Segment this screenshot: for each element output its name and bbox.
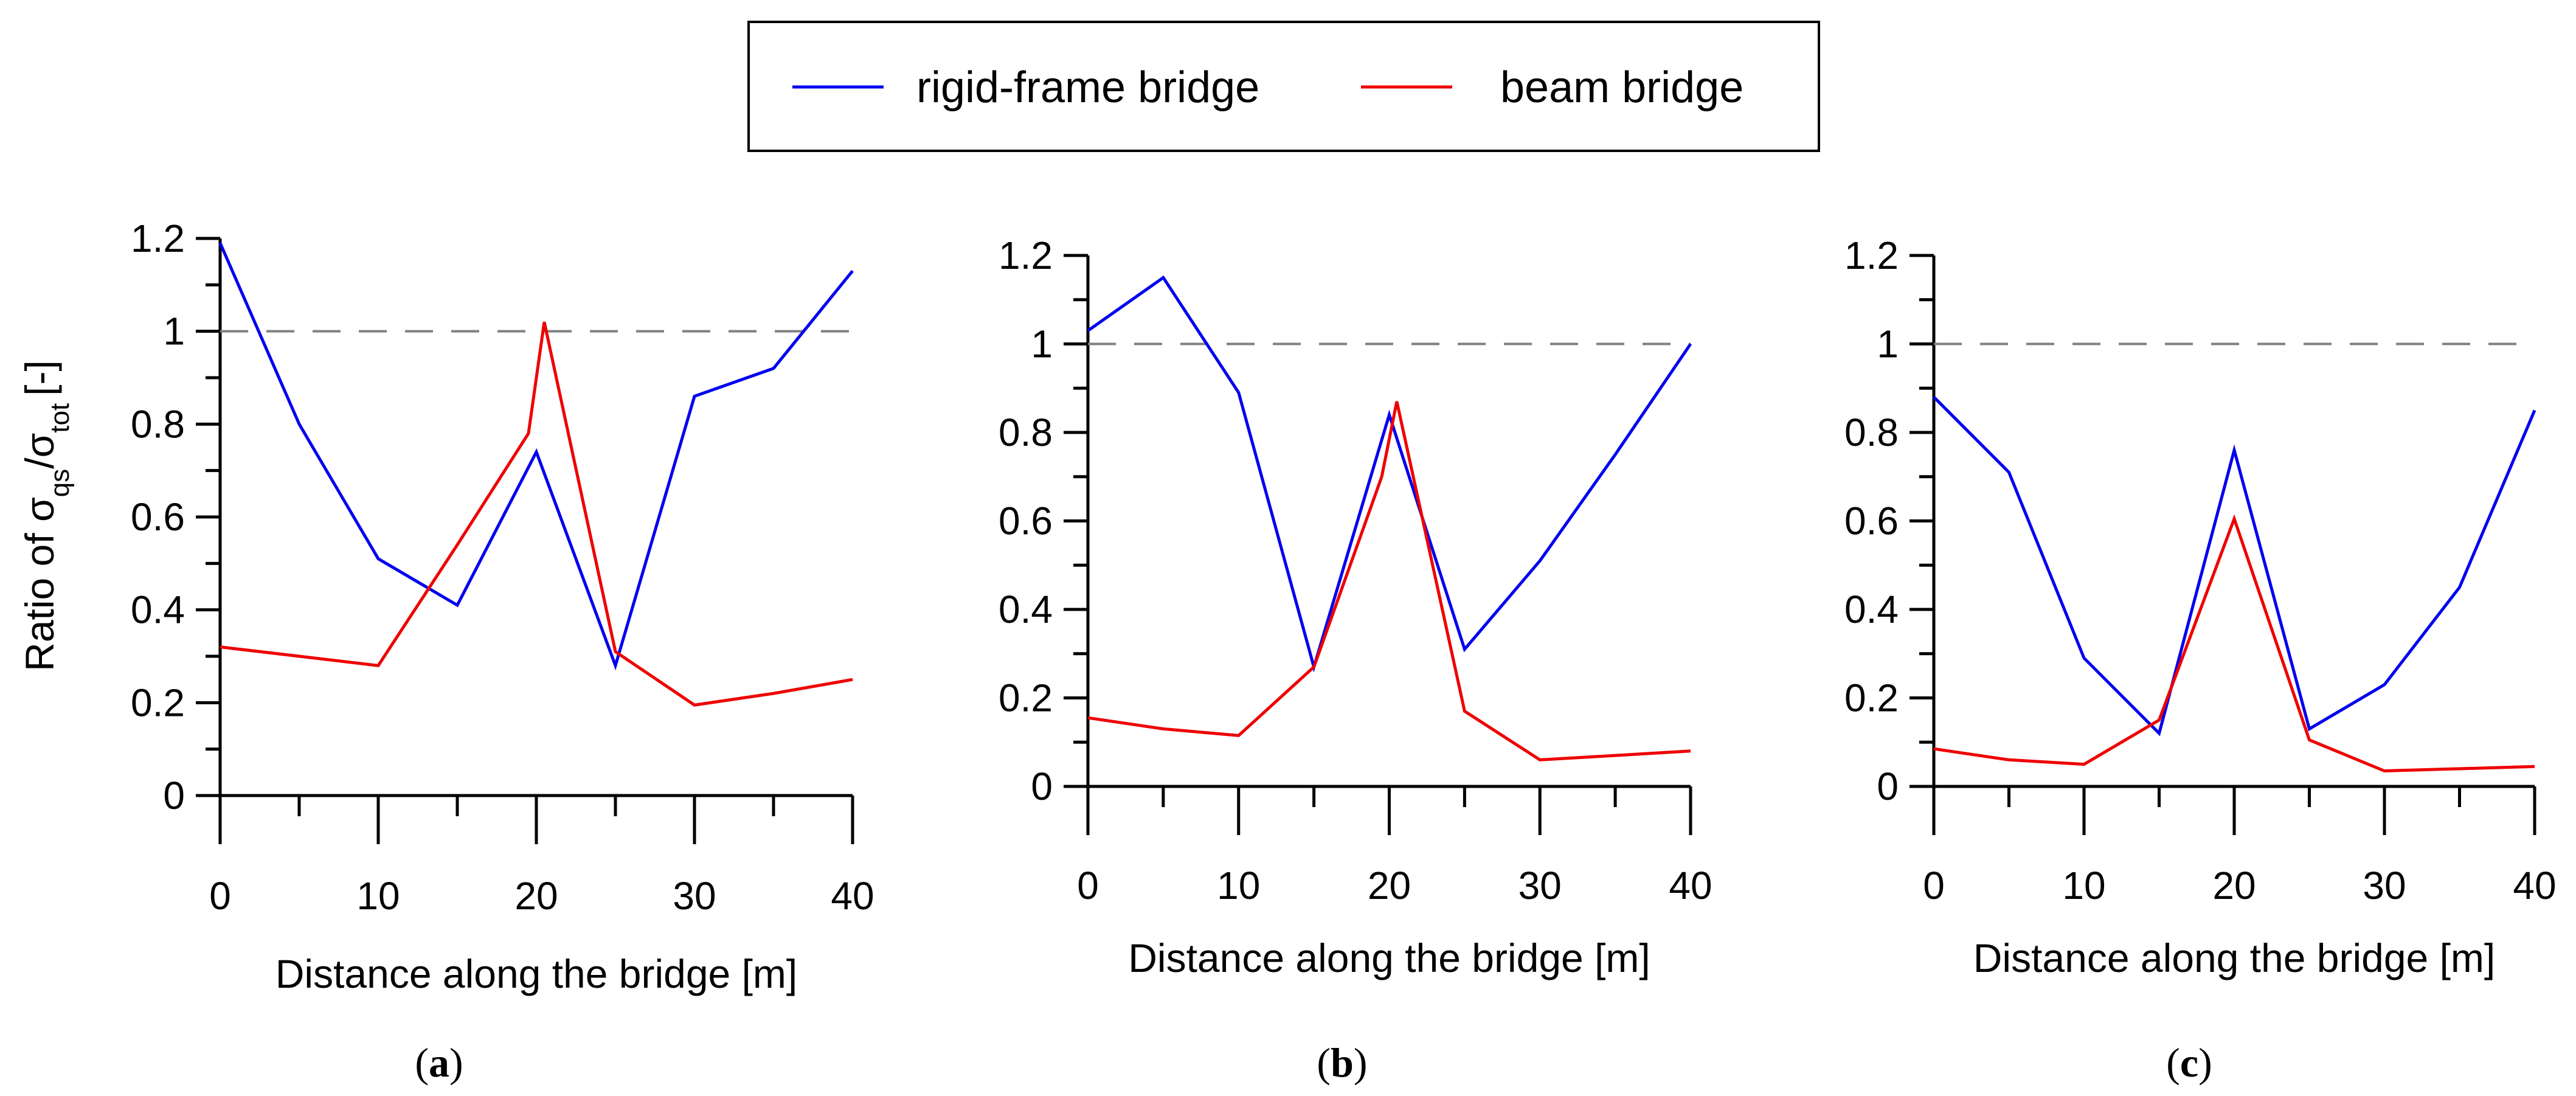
chart-panel-b: 0 0.2 0.4 0.6 0.8 1 1.2 0 10 20 30 40 Distance along…	[999, 234, 1712, 980]
x-tick-label: 10	[1217, 864, 1260, 907]
x-tick-label: 0	[209, 874, 231, 918]
x-tick-label: 40	[2513, 864, 2556, 907]
y-tick-label: 0.6	[1844, 499, 1899, 543]
x-axis-label: Distance along the bridge [m]	[275, 951, 797, 996]
legend-label-rigid-frame-bridge: rigid-frame bridge	[916, 63, 1259, 112]
y-tick-label: 0.4	[999, 588, 1053, 631]
panel-label-a: (a)	[415, 1039, 463, 1086]
x-tick-label: 10	[2062, 864, 2105, 907]
y-tick-label: 0.6	[999, 499, 1053, 543]
x-axis-label: Distance along the bridge [m]	[1973, 935, 2495, 980]
x-tick-label: 40	[831, 874, 874, 918]
legend-box	[747, 21, 1820, 152]
x-tick-label: 10	[356, 874, 400, 918]
x-axis-label: Distance along the bridge [m]	[1128, 935, 1650, 980]
x-tick-label: 20	[514, 874, 558, 918]
x-tick-label: 20	[2212, 864, 2256, 907]
y-tick-label: 0.6	[131, 495, 185, 539]
x-tick-label: 40	[1669, 864, 1712, 907]
series-line-rigid-frame-bridge	[218, 242, 854, 671]
y-tick-label: 1.2	[131, 217, 185, 260]
series-line-rigid-frame-bridge	[1933, 396, 2536, 737]
chart-panel-c: 0 0.2 0.4 0.6 0.8 1 1.2 0 10 20 30 40 Distance along…	[1844, 234, 2557, 980]
panel-label-b: (b)	[1317, 1039, 1367, 1086]
x-tick-label: 0	[1077, 864, 1099, 907]
y-tick-label: 1	[1031, 322, 1053, 366]
y-tick-label: 0.8	[999, 411, 1053, 454]
y-tick-label: 0.2	[1844, 676, 1899, 720]
series-line-beam-bridge	[1087, 401, 1691, 761]
y-tick-label: 0.2	[131, 681, 185, 724]
y-tick-label: 0.2	[999, 676, 1053, 720]
chart-panel-a: 0 0.2 0.4 0.6 0.8 1 1.2 0 10 20 30 40 Distance along…	[131, 217, 874, 996]
x-tick-label: 30	[673, 874, 716, 918]
y-tick-label: 0.8	[131, 402, 185, 446]
x-tick-label: 30	[2363, 864, 2406, 907]
y-axis-label: Ratio of σqs/σtot[-]	[17, 360, 75, 671]
y-tick-label: 0.4	[1844, 588, 1899, 631]
y-tick-label: 0	[1877, 765, 1899, 808]
y-tick-label: 0.8	[1844, 411, 1899, 454]
y-tick-label: 1	[163, 310, 185, 353]
x-tick-label: 0	[1923, 864, 1945, 907]
x-tick-label: 20	[1368, 864, 1411, 907]
series-line-beam-bridge	[220, 321, 853, 707]
y-tick-label: 1.2	[1844, 234, 1899, 277]
series-line-beam-bridge	[1933, 514, 2535, 773]
legend: rigid-frame bridge beam bridge	[747, 21, 1820, 152]
x-tick-label: 30	[1518, 864, 1562, 907]
y-tick-label: 0	[1031, 765, 1053, 808]
legend-label-beam-bridge: beam bridge	[1500, 63, 1743, 112]
series-line-rigid-frame-bridge	[1087, 275, 1692, 673]
y-tick-label: 0	[163, 774, 185, 817]
panel-label-c: (c)	[2166, 1039, 2212, 1086]
y-tick-label: 1.2	[999, 234, 1053, 277]
y-tick-label: 1	[1877, 322, 1899, 366]
y-tick-label: 0.4	[131, 588, 185, 632]
